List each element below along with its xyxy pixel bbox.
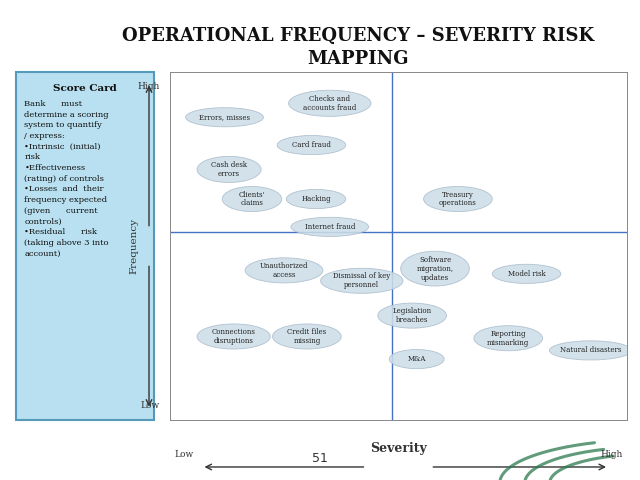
Ellipse shape <box>245 258 323 283</box>
Ellipse shape <box>197 156 261 182</box>
Text: MAPPING: MAPPING <box>308 50 409 68</box>
Ellipse shape <box>424 187 492 212</box>
Text: Software
migration,
updates: Software migration, updates <box>417 256 454 281</box>
Text: Legislation
breaches: Legislation breaches <box>392 307 432 324</box>
FancyBboxPatch shape <box>16 72 154 420</box>
Text: Reporting
mismarking: Reporting mismarking <box>487 330 529 347</box>
Ellipse shape <box>291 217 369 237</box>
Text: Frequency: Frequency <box>130 218 139 274</box>
Text: Hacking: Hacking <box>301 195 331 203</box>
Ellipse shape <box>186 108 264 127</box>
Ellipse shape <box>401 251 469 286</box>
Text: Severity: Severity <box>370 442 427 455</box>
Text: Internet fraud: Internet fraud <box>305 223 355 231</box>
Ellipse shape <box>549 341 632 360</box>
Text: Clients'
claims: Clients' claims <box>239 191 265 207</box>
Text: M&A: M&A <box>408 355 426 363</box>
Text: Low: Low <box>174 450 193 459</box>
Text: Low: Low <box>141 400 160 409</box>
Text: Treasury
operations: Treasury operations <box>439 191 477 207</box>
Ellipse shape <box>492 264 561 283</box>
Text: OPERATIONAL FREQUENCY – SEVERITY RISK: OPERATIONAL FREQUENCY – SEVERITY RISK <box>122 26 595 45</box>
Ellipse shape <box>289 90 371 116</box>
Ellipse shape <box>286 190 346 209</box>
Text: Model risk: Model risk <box>508 270 545 278</box>
Ellipse shape <box>277 135 346 155</box>
Ellipse shape <box>474 326 543 351</box>
Ellipse shape <box>389 349 444 369</box>
Text: Credit files
missing: Credit files missing <box>287 328 326 345</box>
Ellipse shape <box>273 324 341 349</box>
Text: 51: 51 <box>312 452 328 465</box>
Text: Score Card: Score Card <box>53 84 116 93</box>
Text: Connections
disruptions: Connections disruptions <box>212 328 255 345</box>
Text: Errors, misses: Errors, misses <box>199 113 250 121</box>
Ellipse shape <box>321 268 403 293</box>
Text: Bank      must
determine a scoring
system to quantify
/ express:
•Intrinsic  (in: Bank must determine a scoring system to … <box>24 100 109 258</box>
Text: Natural disasters: Natural disasters <box>560 347 621 354</box>
Ellipse shape <box>222 187 282 212</box>
Text: Unauthorized
access: Unauthorized access <box>260 262 308 279</box>
Text: Card fraud: Card fraud <box>292 141 331 149</box>
Text: High: High <box>138 83 160 92</box>
Text: Checks and
accounts fraud: Checks and accounts fraud <box>303 95 356 112</box>
Ellipse shape <box>197 324 270 349</box>
Text: Cash desk
errors: Cash desk errors <box>211 161 247 178</box>
Ellipse shape <box>378 303 447 328</box>
Text: High: High <box>600 450 623 459</box>
Text: Dismissal of key
personnel: Dismissal of key personnel <box>333 272 390 289</box>
